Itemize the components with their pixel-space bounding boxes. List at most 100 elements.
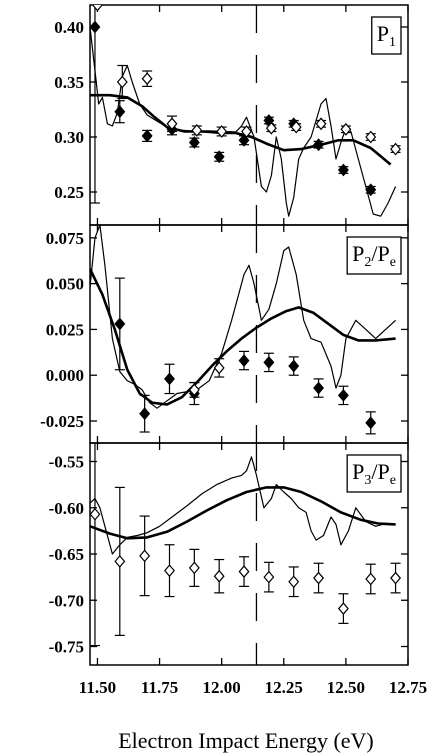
diamond-marker (288, 359, 300, 373)
diamond-marker (191, 123, 203, 137)
data-point-open (241, 125, 252, 138)
diamond-marker (188, 383, 200, 397)
y-tick-label: -0.60 (49, 499, 84, 518)
data-point-open (365, 563, 377, 595)
data-point-filled (263, 352, 275, 373)
diamond-marker (91, 5, 103, 12)
data-point-open (313, 562, 325, 594)
diamond-marker (139, 407, 151, 421)
data-point-open (90, 443, 101, 647)
diamond-marker (166, 117, 178, 131)
y-tick-label: -0.70 (49, 591, 84, 610)
data-point-filled (141, 129, 153, 143)
diamond-marker (263, 355, 275, 369)
x-tick-label: 12.50 (327, 678, 365, 697)
plot-area (90, 225, 397, 443)
diamond-marker (340, 122, 352, 136)
y-tick-label: 0.075 (46, 229, 84, 248)
data-point-open (213, 558, 225, 594)
diamond-marker (313, 571, 325, 585)
panel-3: -0.55 -0.60 -0.65 -0.70 -0.75 P3/Pe (49, 442, 409, 666)
data-point-open (290, 120, 302, 134)
diamond-marker (365, 572, 377, 586)
diamond-marker (238, 565, 250, 579)
data-point-open (139, 515, 151, 597)
data-point-filled (139, 394, 151, 433)
data-point-open (390, 562, 402, 594)
panel-label: P1 (371, 16, 402, 55)
panel-2: 0.075 0.050 0.025 0.000 -0.025 P2/Pe (40, 224, 409, 444)
x-tick-label: 11.75 (141, 678, 178, 697)
y-tick-label: 0.35 (54, 73, 84, 92)
data-point-filled (164, 363, 175, 395)
panel-label-box (346, 236, 402, 275)
data-point-open (141, 70, 153, 88)
data-point-open (191, 123, 203, 137)
data-point-filled (337, 163, 349, 177)
panel-label-text: P1 (377, 21, 396, 50)
data-point-open (238, 556, 250, 587)
diamond-marker (164, 564, 175, 578)
theory-curve-fine (90, 26, 397, 217)
data-point-filled (188, 136, 200, 149)
data-point-open (390, 142, 402, 156)
data-point-open (91, 5, 103, 12)
data-point-filled (114, 100, 126, 124)
diamond-marker (337, 163, 349, 177)
y-tick-label: 0.40 (54, 18, 84, 37)
data-point-filled (337, 385, 349, 406)
y-tick-label: -0.65 (49, 545, 84, 564)
theory-curve-smooth (90, 486, 396, 540)
data-point-open (114, 486, 126, 637)
y-tick-label: -0.55 (49, 453, 84, 472)
panel-label-text: P2/Pe (352, 241, 396, 270)
data-point-open (116, 64, 128, 100)
data-point-open (340, 122, 352, 136)
data-point-open (164, 544, 175, 598)
diamond-marker (390, 142, 402, 156)
panel-label-box (371, 16, 402, 55)
diamond-marker (337, 602, 349, 616)
data-point-filled (238, 350, 250, 371)
diamond-marker (141, 129, 153, 143)
panel-label-box (346, 454, 402, 493)
diamond-marker (315, 117, 327, 131)
diamond-marker (114, 105, 126, 119)
data-point-open (263, 561, 275, 593)
panel-label: P2/Pe (346, 236, 402, 275)
data-point-filled (365, 183, 377, 197)
plot-area (90, 5, 402, 225)
data-point-open (365, 130, 377, 144)
diamond-marker (141, 72, 153, 86)
diamond-marker (213, 150, 225, 164)
y-tick-label: 0.30 (54, 128, 84, 147)
x-axis: 11.50 11.75 12.00 12.25 12.50 12.75 (79, 678, 427, 697)
y-tick-label: 0.025 (46, 320, 84, 339)
x-tick-label: 11.50 (79, 678, 116, 697)
data-point-filled (313, 378, 325, 398)
data-point-open (315, 117, 327, 131)
diamond-marker (238, 354, 250, 367)
diamond-marker (90, 507, 101, 521)
panel-label: P3/Pe (346, 454, 402, 493)
diamond-marker (164, 372, 175, 386)
panel-label-text: P3/Pe (352, 459, 396, 488)
data-point-open (188, 381, 200, 398)
theory-curve-smooth (90, 268, 396, 406)
y-tick-label: -0.75 (49, 638, 84, 657)
diamond-marker (337, 388, 349, 402)
diamond-marker (90, 20, 101, 34)
y-tick-label: 0.000 (46, 366, 84, 385)
diamond-marker (188, 136, 200, 149)
data-point-open (188, 548, 200, 587)
diamond-marker (188, 561, 200, 575)
y-tick-label: -0.025 (40, 412, 84, 431)
diamond-marker (114, 554, 126, 568)
data-point-filled (213, 150, 225, 164)
theory-curve-fine (90, 456, 396, 555)
diamond-marker (390, 571, 402, 585)
panel-frame (89, 4, 409, 226)
data-point-open (216, 125, 228, 138)
diamond-marker (216, 125, 228, 138)
